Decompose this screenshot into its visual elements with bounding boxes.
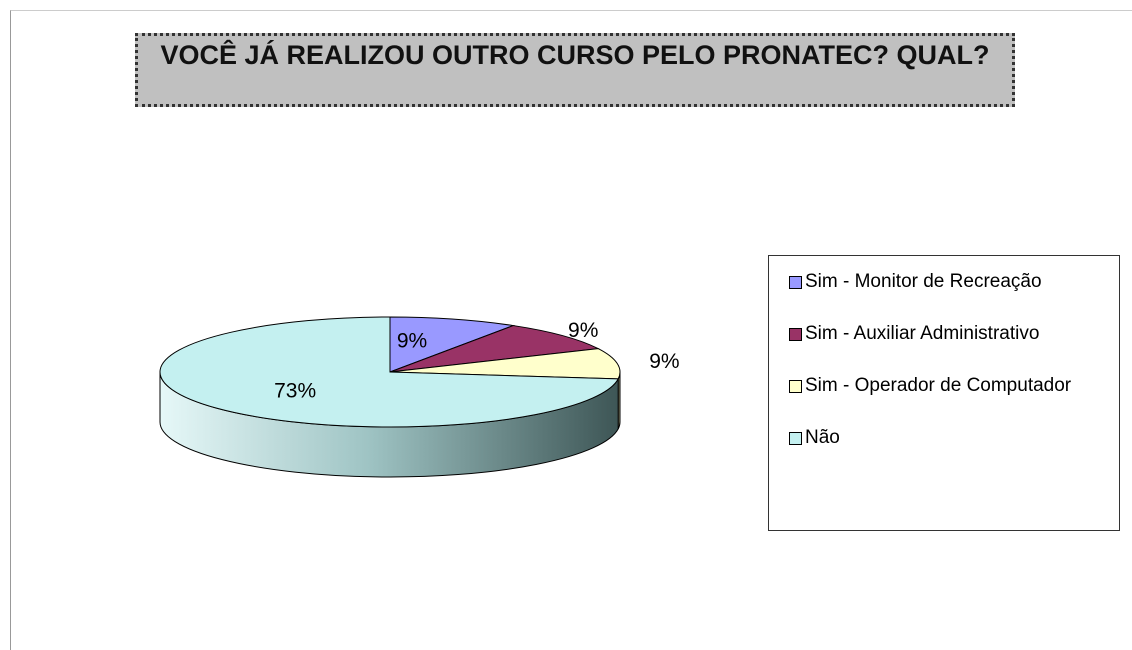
legend-label: Sim - Operador de Computador xyxy=(805,375,1072,396)
legend-label: Sim - Monitor de Recreação xyxy=(805,271,1042,292)
legend-swatch xyxy=(789,380,802,393)
slice xyxy=(159,316,620,428)
data-label: 9% xyxy=(649,350,679,373)
slice xyxy=(389,316,516,373)
legend-item: Sim - Monitor de Recreação xyxy=(789,270,1099,294)
legend-swatch xyxy=(789,432,802,445)
frame xyxy=(10,10,1132,650)
legend-item: Sim - Operador de Computador xyxy=(789,374,1099,398)
data-label: 9% xyxy=(568,319,598,342)
legend-label: Não xyxy=(805,427,840,448)
data-label: 9% xyxy=(397,330,427,353)
slice xyxy=(389,325,600,373)
legend-swatch xyxy=(789,328,802,341)
legend-item: Sim - Auxiliar Administrativo xyxy=(789,322,1099,346)
legend: Sim - Monitor de Recreação Sim - Auxiliar… xyxy=(768,255,1120,531)
slice xyxy=(389,348,621,380)
chart-title: VOCÊ JÁ REALIZOU OUTRO CURSO PELO PRONAT… xyxy=(135,33,1015,107)
legend-item: Não xyxy=(789,426,1099,450)
legend-label: Sim - Auxiliar Administrativo xyxy=(805,323,1040,344)
legend-swatch xyxy=(789,276,802,289)
data-label: 73% xyxy=(274,380,316,403)
